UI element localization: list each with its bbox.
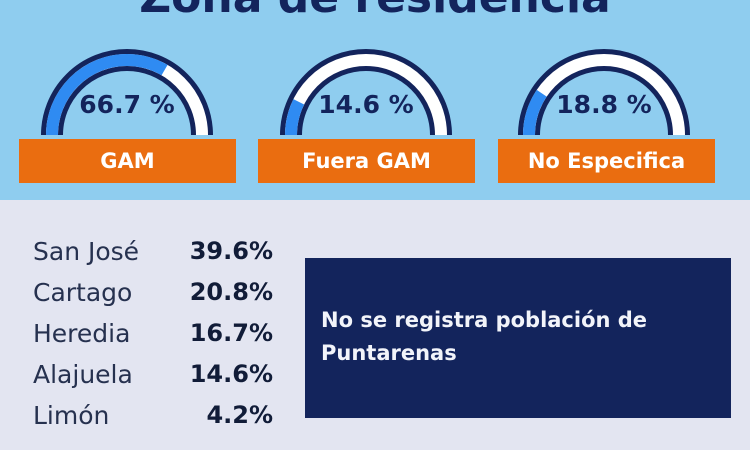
province-percent: 4.2% bbox=[206, 401, 273, 429]
note-text: No se registra población de Puntarenas bbox=[321, 308, 648, 365]
province-row: Alajuela 14.6% bbox=[33, 358, 273, 399]
gauge-no-especifica: 18.8 % bbox=[514, 45, 694, 135]
note-box: No se registra población de Puntarenas bbox=[305, 258, 731, 418]
page-title: Zona de residencia bbox=[0, 0, 750, 23]
label-gam: GAM bbox=[19, 139, 236, 183]
gauge-value-no-especifica: 18.8 % bbox=[556, 90, 652, 119]
label-no-especifica: No Especifica bbox=[498, 139, 715, 183]
province-name: Heredia bbox=[33, 319, 131, 348]
gauge-arc-gam bbox=[41, 49, 213, 135]
province-list: San José 39.6% Cartago 20.8% Heredia 16.… bbox=[33, 235, 273, 440]
province-percent: 16.7% bbox=[189, 319, 273, 347]
province-row: San José 39.6% bbox=[33, 235, 273, 276]
province-row: Heredia 16.7% bbox=[33, 317, 273, 358]
gauge-arc-fuera-gam bbox=[280, 49, 452, 135]
province-name: Cartago bbox=[33, 278, 133, 307]
province-name: San José bbox=[33, 237, 140, 266]
gauge-value-gam: 66.7 % bbox=[79, 90, 175, 119]
gauge-arc-no-especifica bbox=[518, 49, 690, 135]
gauge-value-fuera-gam: 14.6 % bbox=[318, 90, 414, 119]
province-name: Alajuela bbox=[33, 360, 133, 389]
gauge-fuera-gam: 14.6 % bbox=[276, 45, 456, 135]
province-percent: 39.6% bbox=[189, 237, 273, 265]
province-row: Cartago 20.8% bbox=[33, 276, 273, 317]
gauge-gam: 66.7 % bbox=[37, 45, 217, 135]
province-percent: 20.8% bbox=[189, 278, 273, 306]
province-name: Limón bbox=[33, 401, 110, 430]
province-percent: 14.6% bbox=[189, 360, 273, 388]
top-panel: Zona de residencia 66.7 % 14.6 % 18.8 % … bbox=[0, 0, 750, 200]
province-row: Limón 4.2% bbox=[33, 399, 273, 440]
label-fuera-gam: Fuera GAM bbox=[258, 139, 475, 183]
